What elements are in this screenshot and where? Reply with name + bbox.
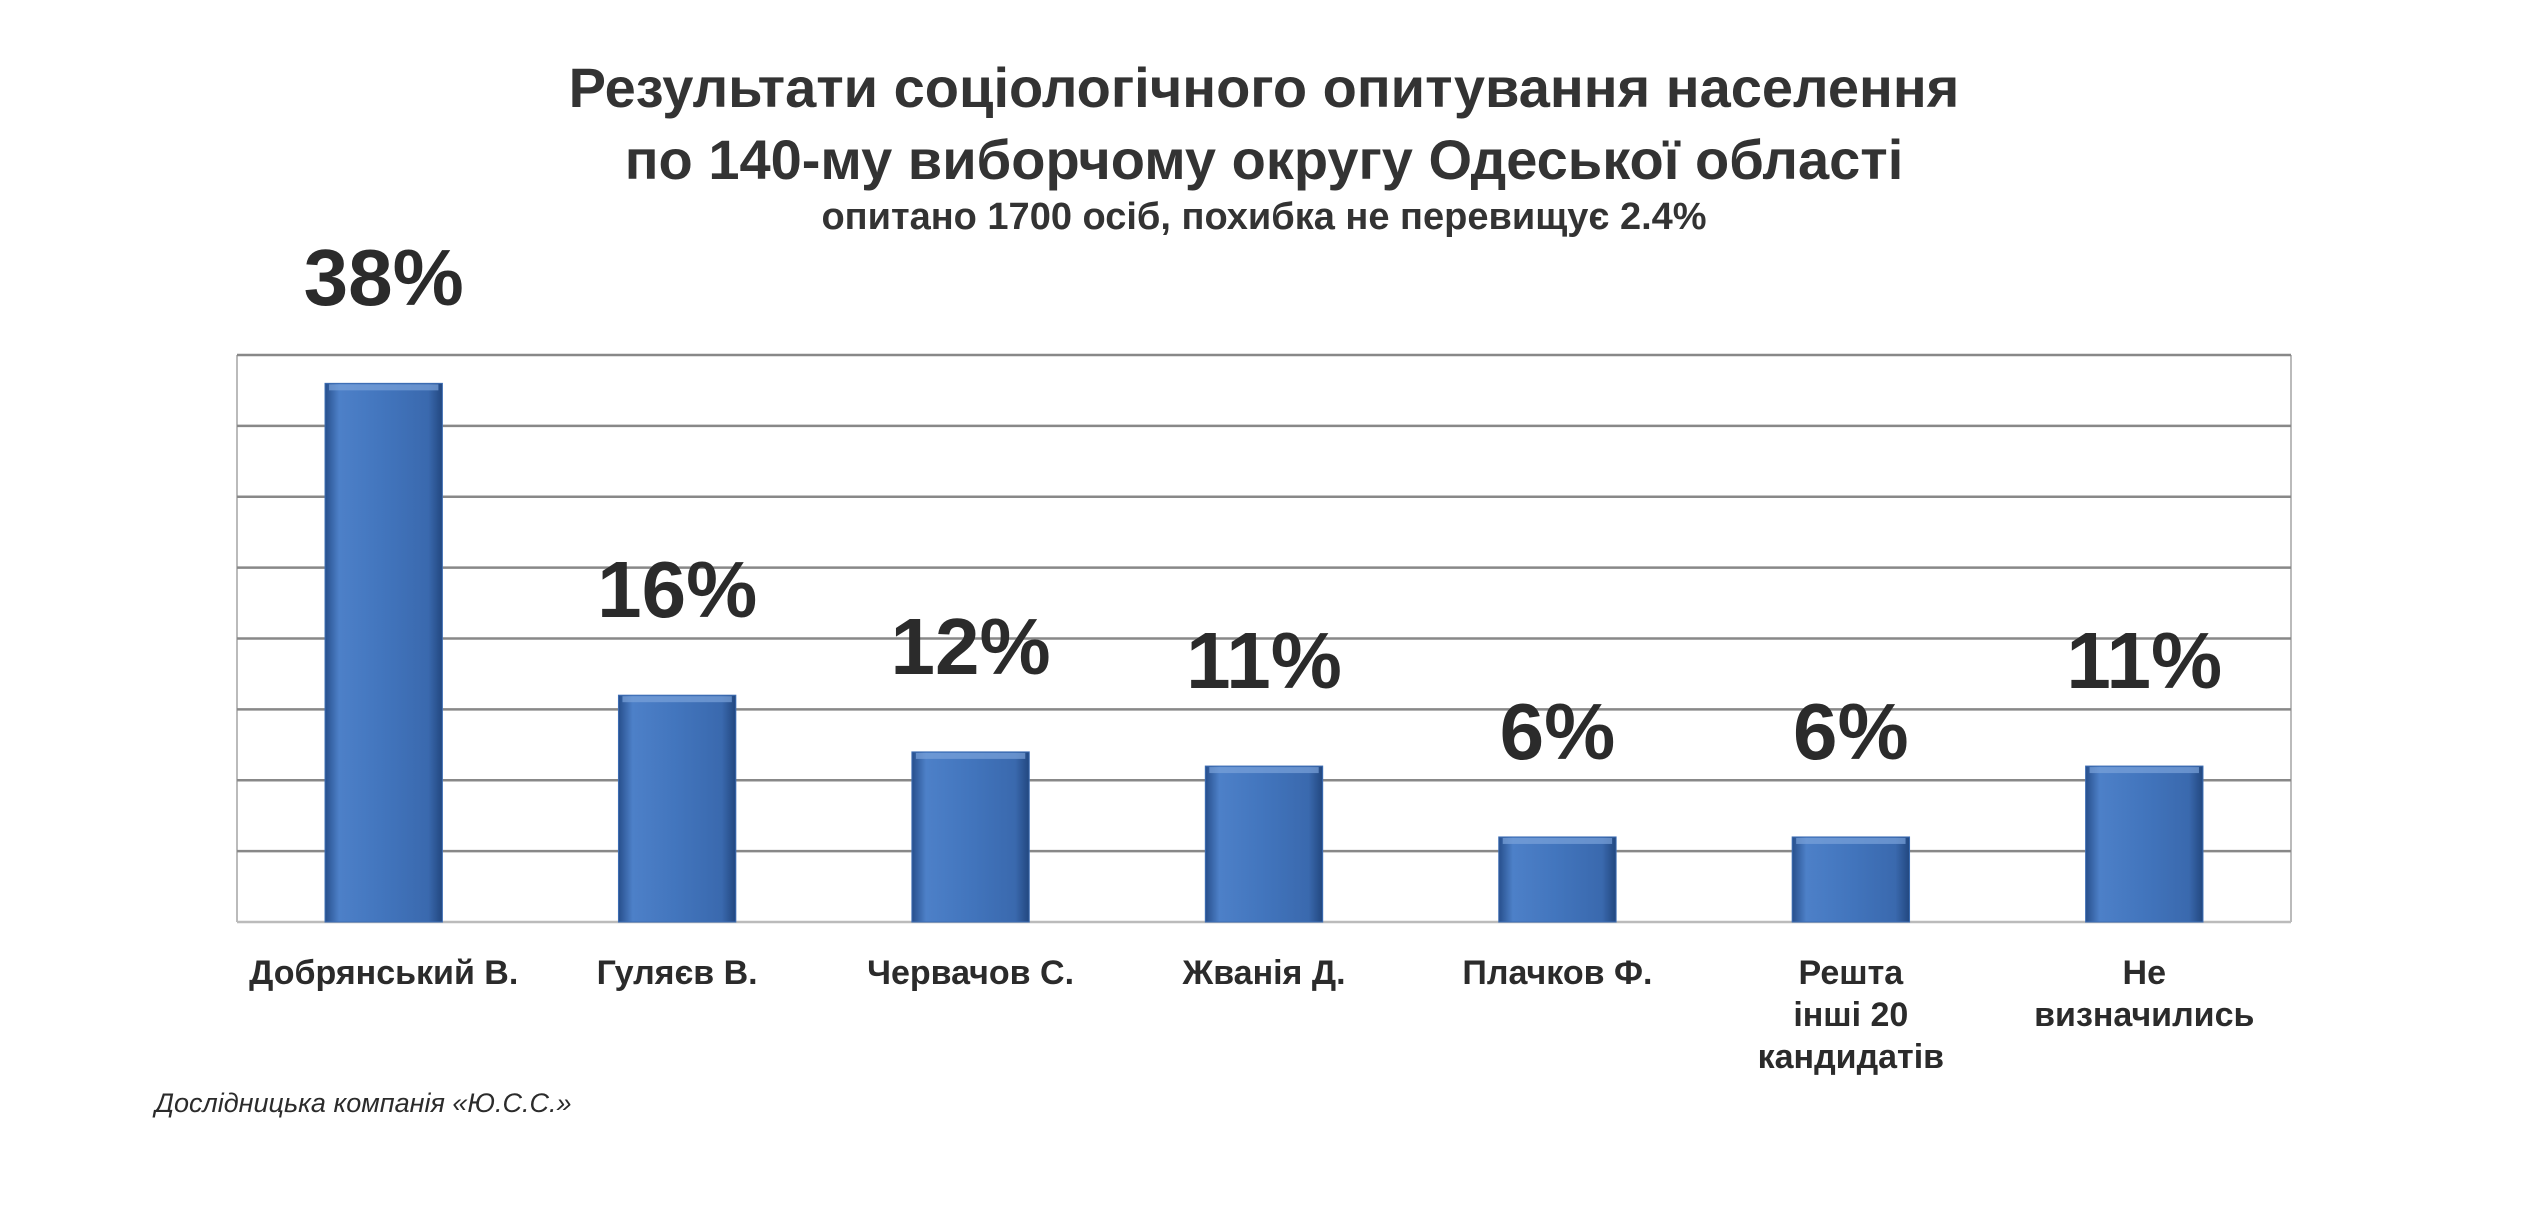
chart-subtitle: опитано 1700 осіб, похибка не перевищує …	[821, 196, 1707, 238]
value-label: 11%	[1186, 616, 1342, 706]
bar	[2085, 765, 2204, 923]
value-label: 16%	[597, 545, 758, 635]
bar	[1204, 765, 1324, 923]
source-note: Дослідницька компанія «Ю.С.С.»	[155, 1088, 572, 1118]
x-tick-label: Плачков Ф.	[1462, 954, 1653, 992]
bar-bevel	[622, 696, 732, 703]
bar	[1791, 836, 1911, 923]
bar-bevel	[915, 752, 1026, 759]
x-tick-label: Червачов С.	[867, 954, 1075, 992]
bar-bevel	[329, 384, 439, 391]
x-tick-label: Жванія Д.	[1182, 954, 1346, 992]
value-label: 11%	[2066, 616, 2223, 706]
x-tick-label: Гуляєв В.	[596, 954, 758, 992]
bar	[324, 382, 443, 923]
bar-bevel	[2089, 767, 2199, 774]
bar-bevel	[1502, 837, 1613, 844]
bar-bevel	[1209, 767, 1319, 774]
value-label: 6%	[1793, 686, 1909, 776]
bar-bevel	[1796, 837, 1906, 844]
x-tick-label: Добрянський В.	[249, 954, 519, 992]
bar	[1498, 836, 1617, 923]
value-label: 6%	[1499, 686, 1616, 776]
bar	[617, 694, 737, 923]
x-tick-label: Не визначились	[2034, 954, 2255, 1034]
bar	[911, 751, 1030, 923]
x-tick-label: Решта інші 20 кандидатів	[1757, 954, 1945, 1076]
value-label: 38%	[303, 233, 464, 323]
chart-title: Результати соціологічного опитування нас…	[568, 56, 1960, 191]
value-label: 12%	[890, 601, 1051, 691]
